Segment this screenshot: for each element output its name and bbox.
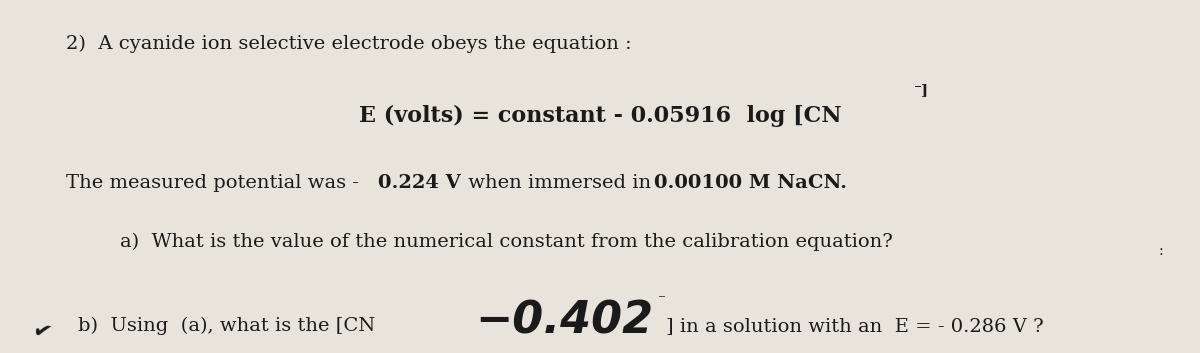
- Text: :: :: [1158, 244, 1163, 258]
- Text: 0.00100 M NaCN.: 0.00100 M NaCN.: [654, 174, 847, 192]
- Text: b)  Using  (a), what is the [CN: b) Using (a), what is the [CN: [78, 317, 376, 335]
- Text: ⁻: ⁻: [658, 294, 666, 308]
- Text: −0.402: −0.402: [475, 299, 653, 342]
- Text: a)  What is the value of the numerical constant from the calibration equation?: a) What is the value of the numerical co…: [120, 233, 893, 251]
- Text: ✔: ✔: [30, 320, 53, 344]
- Text: when immersed in: when immersed in: [462, 174, 658, 192]
- Text: The measured potential was -: The measured potential was -: [66, 174, 365, 192]
- Text: 2)  A cyanide ion selective electrode obeys the equation :: 2) A cyanide ion selective electrode obe…: [66, 35, 631, 53]
- Text: ] in a solution with an  E = - 0.286 V ?: ] in a solution with an E = - 0.286 V ?: [666, 317, 1044, 335]
- Text: 0.224 V: 0.224 V: [378, 174, 461, 192]
- Text: E (volts) = constant - 0.05916  log [CN: E (volts) = constant - 0.05916 log [CN: [359, 104, 841, 126]
- Text: ⁻]: ⁻]: [914, 84, 930, 97]
